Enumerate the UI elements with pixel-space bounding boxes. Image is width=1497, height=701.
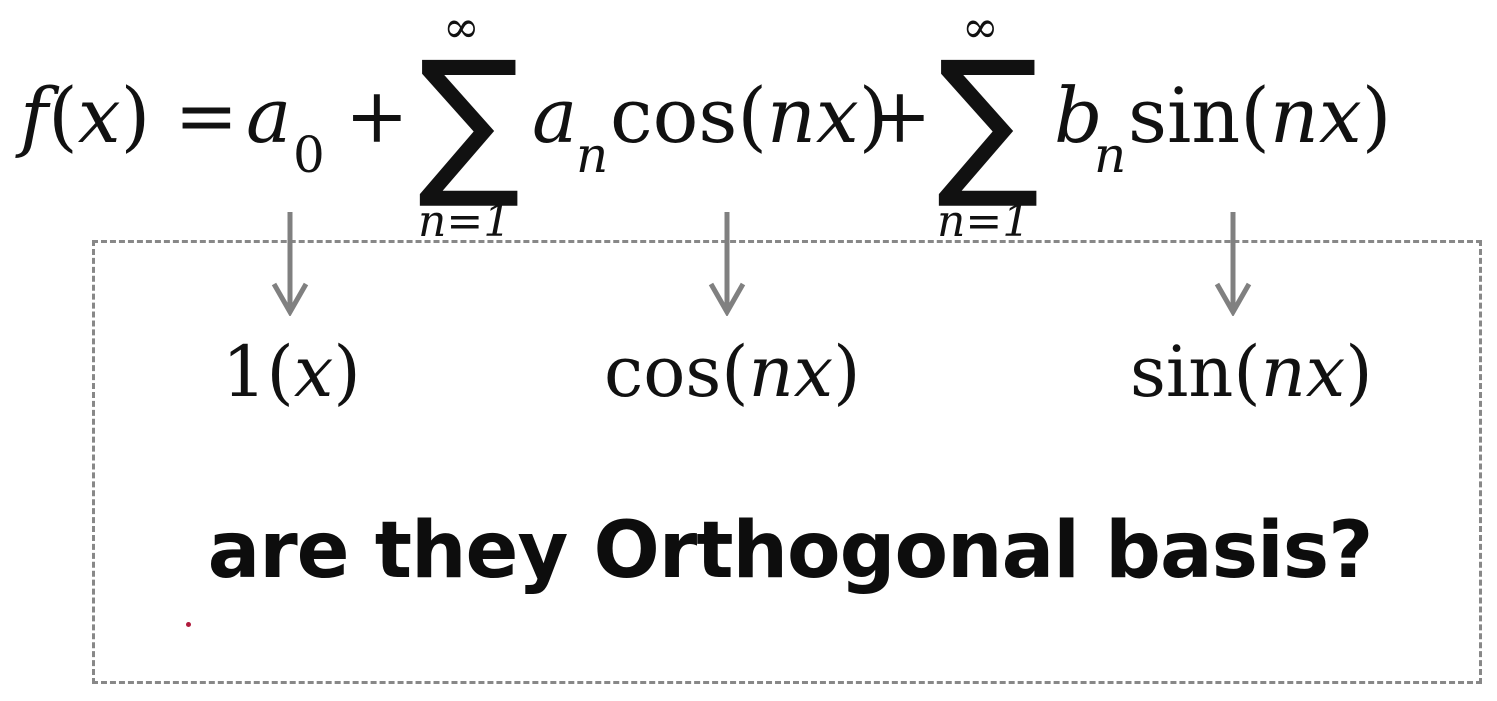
sum1-sigma-symbol: ∑ (418, 26, 521, 213)
formula-a0-subscript: 0 (293, 126, 325, 184)
orthogonal-basis-box (92, 240, 1482, 684)
formula-sin-term: sin(nx) (1128, 71, 1392, 160)
sum1-lower-limit: n=1 (418, 196, 512, 247)
formula-a0-base: a (246, 71, 292, 160)
arrow-down-icon (1214, 212, 1252, 316)
fourier-series-formula: f(x) = a 0 + ∞ ∑ n=1 a n cos(nx) + ∞ ∑ n… (0, 0, 1497, 250)
cursor-dot (186, 622, 191, 627)
sum2-sigma-symbol: ∑ (937, 26, 1040, 213)
formula-plus-1: + (345, 71, 409, 160)
formula-an-base: a (532, 71, 578, 160)
formula-cos-term: cos(nx) (610, 71, 889, 160)
sum2-lower-limit: n=1 (937, 196, 1031, 247)
sum1-upper-limit: ∞ (443, 2, 480, 53)
arrow-down-icon (271, 212, 309, 316)
basis-cos: cos(nx) (604, 331, 861, 413)
basis-sin: sin(nx) (1130, 331, 1373, 413)
arrow-down-icon (708, 212, 746, 316)
sum2-upper-limit: ∞ (962, 2, 999, 53)
formula-plus-2: + (868, 71, 932, 160)
formula-bn-base: b (1054, 71, 1103, 160)
formula-bn-subscript: n (1094, 126, 1127, 184)
formula-an-subscript: n (576, 126, 609, 184)
basis-constant: 1(x) (222, 331, 361, 413)
formula-lhs: f(x) = (20, 71, 239, 160)
orthogonal-basis-question: are they Orthogonal basis? (207, 506, 1374, 596)
